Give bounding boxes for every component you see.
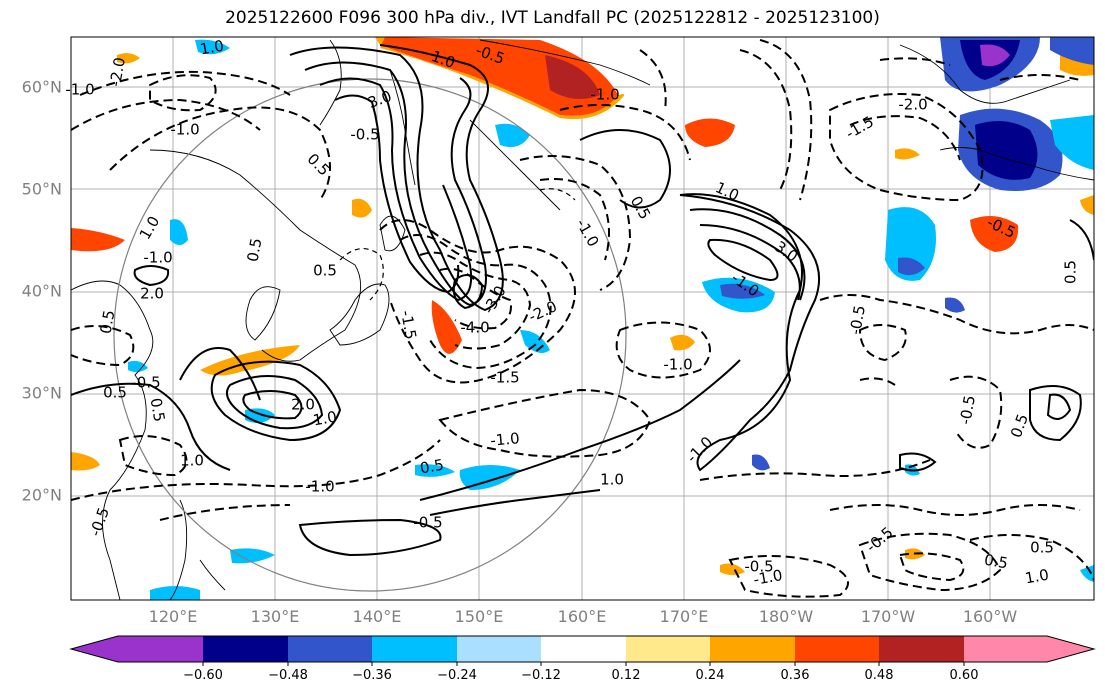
- map-title: 2025122600 F096 300 hPa div., IVT Landfa…: [225, 8, 880, 28]
- map-frame: [70, 36, 1095, 601]
- contour-label: 0.5: [983, 551, 1010, 573]
- contour-label: 1.0: [1024, 566, 1051, 588]
- contour-label: -1.0: [590, 86, 619, 104]
- contour-label: -1.0: [143, 249, 172, 267]
- divergence-shading: [71, 37, 1094, 600]
- lon-label: 160°W: [963, 607, 1018, 626]
- contour-label: -0.5: [956, 394, 979, 426]
- contour-label: 0.5: [97, 309, 119, 336]
- contour-label: 2.0: [140, 285, 164, 303]
- lon-label: 180°W: [759, 607, 814, 626]
- contour-label: 1.0: [180, 452, 204, 470]
- colorbar-segment: [372, 636, 457, 662]
- lat-label: 40°N: [22, 282, 62, 301]
- contour-label: -1.0: [663, 356, 692, 374]
- coastlines: [71, 39, 1094, 600]
- colorbar-segment: [541, 636, 626, 662]
- colorbar-tick-label: 0.48: [865, 668, 894, 683]
- contour-label: -1.0: [490, 429, 521, 449]
- dashed-contours: [71, 39, 1094, 598]
- colorbar-segment: [795, 636, 879, 662]
- contour-label: 0.5: [244, 237, 266, 264]
- contour-label: -0.5: [413, 514, 442, 532]
- lat-label: 30°N: [22, 384, 62, 403]
- lat-label: 60°N: [22, 78, 62, 97]
- contour-label: -1.0: [305, 478, 334, 496]
- colorbar: −0.60 −0.48 −0.36 −0.24 −0.12 0.12 0.24 …: [69, 635, 1096, 683]
- colorbar-tick-label: −0.36: [352, 668, 392, 683]
- contour-label: 2.0: [291, 396, 315, 414]
- contour-label: 0.5: [1062, 260, 1080, 284]
- colorbar-outline: [69, 635, 1096, 663]
- contour-label: -1.0: [752, 566, 784, 589]
- contour-label: -1.5: [397, 309, 420, 341]
- lat-label: 20°N: [22, 486, 62, 505]
- colorbar-segment: [457, 636, 541, 662]
- colorbar-segment: [288, 636, 372, 662]
- contour-label: -0.5: [846, 304, 869, 336]
- colorbar-segment: [710, 636, 795, 662]
- colorbar-segment: [203, 636, 288, 662]
- lon-label: 170°W: [861, 607, 916, 626]
- contour-label: -1.0: [65, 81, 94, 99]
- lon-label: 120°E: [149, 607, 198, 626]
- lon-label: 170°E: [660, 607, 709, 626]
- lon-label: 150°E: [455, 607, 504, 626]
- colorbar-tick-label: 0.60: [950, 668, 979, 683]
- colorbar-tick-label: 0.24: [696, 668, 725, 683]
- contour-label: -2.0: [106, 56, 129, 88]
- contour-label: -0.5: [131, 374, 160, 392]
- contour-label: -1.5: [490, 369, 519, 387]
- colorbar-segment: [71, 636, 203, 662]
- contour-label: 0.5: [313, 262, 337, 280]
- lon-label: 160°E: [558, 607, 607, 626]
- lon-label: 140°E: [353, 607, 402, 626]
- landfall-circle: [113, 78, 627, 592]
- contour-label: 0.5: [147, 397, 169, 424]
- solid-contours: [71, 44, 1094, 557]
- lon-label: 130°E: [251, 607, 300, 626]
- colorbar-segment: [626, 636, 710, 662]
- lat-labels: 60°N 50°N 40°N 30°N 20°N: [22, 78, 62, 505]
- contour-label: 1.0: [312, 408, 339, 430]
- colorbar-tick-label: 0.12: [612, 668, 641, 683]
- lat-label: 50°N: [22, 180, 62, 199]
- contour-label: 1.0: [199, 37, 226, 59]
- colorbar-segment: [879, 636, 964, 662]
- contour-label: -0.5: [744, 558, 773, 576]
- shade-positive-north-edge: [375, 37, 625, 120]
- colorbar-tick-label: −0.12: [521, 668, 561, 683]
- colorbar-segment: [964, 636, 1094, 662]
- colorbar-tick-label: −0.48: [268, 668, 308, 683]
- contour-label: -1.0: [170, 121, 199, 139]
- colorbar-tick-label: 0.36: [781, 668, 810, 683]
- contour-label: 1.0: [600, 471, 624, 489]
- contour-label: 0.5: [1030, 539, 1054, 557]
- contour-label: -4.0: [460, 319, 489, 337]
- colorbar-tick-label: −0.24: [437, 668, 477, 683]
- colorbar-tick-label: −0.60: [183, 668, 223, 683]
- dashed-contours-thin: [339, 188, 576, 301]
- contour-label: 0.5: [419, 456, 446, 478]
- contour-label: 0.5: [103, 384, 127, 402]
- lon-labels: 120°E 130°E 140°E 150°E 160°E 170°E 180°…: [149, 607, 1018, 626]
- contour-label: -2.0: [898, 96, 927, 114]
- contour-label: -0.5: [350, 126, 379, 144]
